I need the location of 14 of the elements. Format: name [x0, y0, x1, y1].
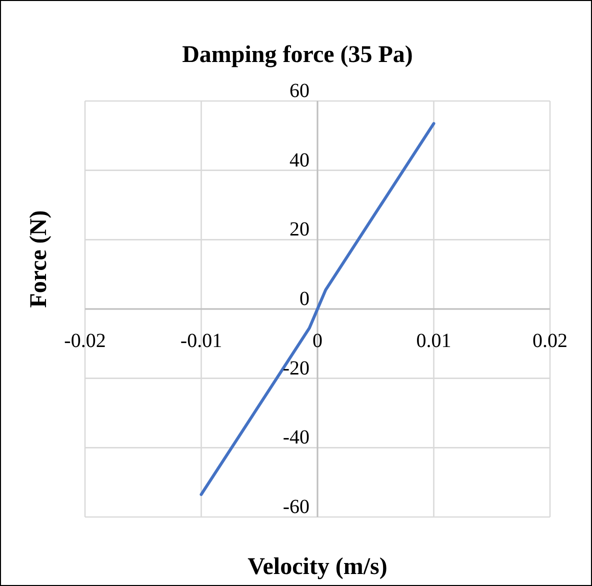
y-tick-label: -20	[282, 357, 310, 380]
y-tick-label: -40	[282, 426, 310, 449]
y-tick-label: 20	[290, 218, 310, 241]
chart-title: Damping force (35 Pa)	[182, 42, 413, 68]
x-tick-label: -0.02	[64, 330, 106, 352]
x-tick-label: -0.01	[180, 330, 222, 352]
y-tick-label: 40	[290, 149, 310, 172]
x-axis-title: Velocity (m/s)	[248, 554, 388, 580]
x-tick-label: 0.02	[532, 330, 568, 352]
x-tick-label: 0.01	[416, 330, 452, 352]
y-tick-label: -60	[282, 496, 310, 518]
y-axis-title: Force (N)	[26, 210, 52, 308]
y-tick-label: 0	[300, 288, 310, 310]
y-tick-label: 60	[290, 80, 310, 102]
